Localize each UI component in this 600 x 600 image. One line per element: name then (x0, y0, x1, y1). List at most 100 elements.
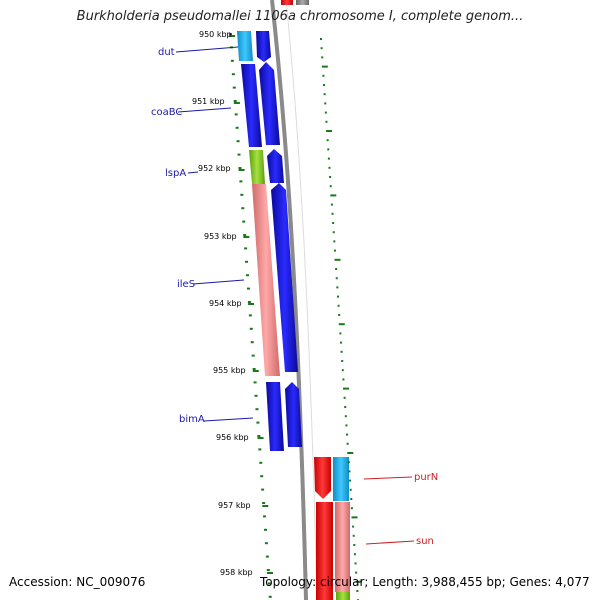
tick-label: 953 kbp (204, 232, 237, 241)
tick-mark (250, 341, 254, 344)
tick-mark (234, 113, 238, 116)
tick-mark (261, 488, 265, 491)
tick-label: 955 kbp (213, 366, 246, 375)
gc-mark (353, 544, 356, 546)
tick-mark (247, 301, 251, 303)
cds-feature (256, 31, 271, 62)
cds-feature (281, 0, 293, 5)
tick-mark (242, 220, 246, 223)
gc-mark (349, 479, 352, 482)
gc-mark (342, 378, 345, 381)
tick-mark (233, 100, 237, 102)
gene-label-dut: dut (158, 47, 175, 58)
gc-mark (331, 212, 334, 215)
tick-mark (262, 502, 266, 504)
gc-mark (346, 442, 349, 445)
cds-feature (285, 382, 302, 447)
gc-mark (320, 38, 322, 40)
gc-mark (337, 304, 340, 307)
gene-label-bimA: bimA (179, 414, 205, 425)
gc-mark (347, 461, 350, 464)
gc-mark (352, 525, 355, 528)
tick-mark (236, 140, 240, 143)
gc-mark (336, 286, 339, 289)
tick-mark-major (248, 303, 255, 305)
tick-mark (230, 59, 234, 62)
tick-mark (268, 595, 272, 598)
cds-feature (316, 502, 333, 600)
tick-mark (243, 234, 247, 236)
tick-mark (263, 528, 267, 531)
gc-mark (355, 580, 362, 583)
tick-mark (246, 274, 250, 277)
gc-mark (324, 102, 327, 105)
tick-label: 950 kbp (199, 30, 232, 39)
tick-mark (257, 435, 261, 437)
gc-mark (323, 93, 326, 96)
tick-mark (244, 247, 248, 250)
gc-mark (333, 240, 336, 243)
tick-mark (231, 73, 235, 76)
gc-mark (322, 74, 325, 77)
gene-label-lspA: lspA (165, 168, 186, 179)
gc-mark (355, 571, 358, 574)
gc-mark (352, 534, 355, 537)
tick-mark (258, 448, 262, 451)
tick-mark (252, 368, 256, 370)
gc-mark (350, 498, 353, 500)
cds-feature (296, 0, 309, 5)
cds-feature-dut (237, 31, 253, 61)
tick-mark (264, 542, 268, 545)
backbone-arc-inner (285, 0, 318, 600)
gc-mark (326, 139, 329, 142)
gc-mark (353, 553, 356, 556)
gc-mark (328, 166, 331, 169)
cds-feature-lspA (249, 150, 265, 184)
gc-mark (347, 452, 354, 454)
gc-mark (344, 406, 347, 408)
tick-mark (248, 314, 252, 317)
tick-mark (245, 260, 249, 263)
tick-mark-major (243, 236, 250, 238)
gc-mark (320, 47, 323, 50)
tick-mark (246, 287, 250, 290)
tick-mark-major (238, 169, 245, 171)
cds-feature (271, 183, 298, 372)
tick-label: 958 kbp (220, 568, 253, 577)
gc-mark (329, 185, 332, 188)
cds-feature-sun (335, 502, 350, 592)
gc-mark (341, 360, 344, 362)
cds-feature (333, 457, 349, 501)
tick-mark (253, 381, 257, 384)
tick-mark (239, 180, 243, 183)
tick-axis-left (229, 33, 274, 598)
tick-mark (251, 354, 255, 357)
cds-feature (336, 592, 350, 600)
gc-mark (348, 470, 351, 473)
tick-mark (265, 555, 269, 558)
gene-label-coaBC: coaBC (151, 107, 182, 118)
tick-mark (232, 86, 236, 89)
tick-label: 952 kbp (198, 164, 231, 173)
gc-mark (323, 84, 326, 86)
tick-mark (259, 461, 263, 464)
tick-mark (256, 421, 260, 424)
tick-mark-major (257, 437, 264, 439)
tick-label: 951 kbp (192, 97, 225, 106)
gc-mark (346, 433, 349, 436)
cds-feature (259, 62, 280, 145)
gc-mark (329, 176, 332, 178)
gc-mark (321, 65, 328, 68)
gc-mark (330, 194, 337, 197)
gc-mark (338, 314, 341, 316)
cds-feature-ileS (252, 184, 280, 376)
tick-label: 954 kbp (209, 299, 242, 308)
tick-mark (238, 167, 242, 169)
gc-mark (324, 111, 327, 114)
gc-mark (333, 249, 336, 252)
tick-mark (237, 153, 241, 156)
gc-mark (321, 56, 324, 59)
gc-mark (326, 130, 333, 132)
gc-mark (327, 157, 330, 160)
gene-label-purN: purN (414, 472, 438, 483)
